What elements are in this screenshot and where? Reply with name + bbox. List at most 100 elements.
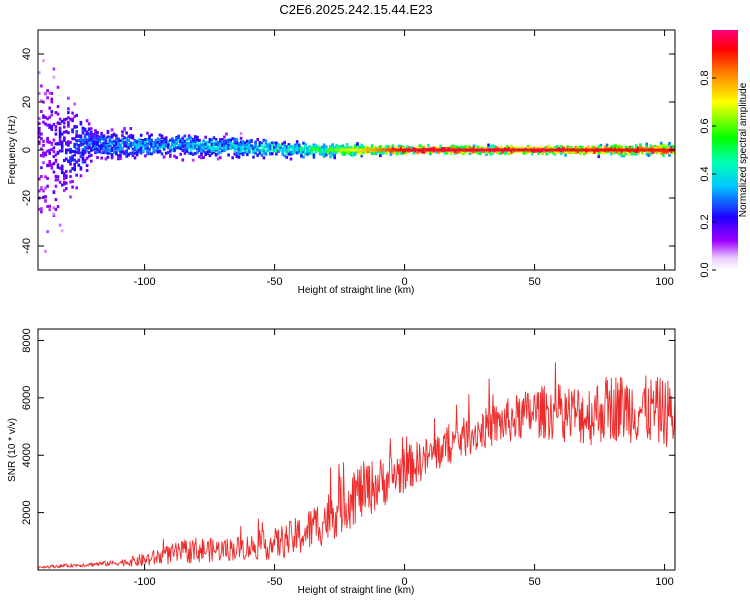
x-tick-label: 100 bbox=[655, 276, 673, 288]
spectrogram-cell bbox=[67, 97, 70, 100]
spectrogram-cell bbox=[88, 122, 91, 125]
spectrogram-cell bbox=[271, 152, 274, 155]
x-tick-label: -50 bbox=[267, 276, 283, 288]
spectrogram-cell bbox=[40, 110, 43, 113]
spectrogram-cell bbox=[115, 134, 118, 137]
spectrogram-cell bbox=[48, 205, 51, 208]
spectrogram-cell bbox=[254, 141, 257, 144]
spectrogram-cell bbox=[80, 123, 83, 126]
spectrogram-cell bbox=[65, 176, 68, 179]
spectrogram-cell bbox=[668, 142, 671, 145]
spectrogram-cell bbox=[48, 152, 51, 155]
spectrogram-cell bbox=[179, 153, 182, 156]
colorbar-label: Normalized spectral amplitude bbox=[738, 82, 749, 217]
spectrogram-cell bbox=[51, 92, 54, 95]
spectrogram-cell bbox=[130, 127, 133, 130]
spectrogram-cell bbox=[231, 156, 234, 159]
spectrogram-cell bbox=[175, 156, 178, 159]
spectrogram-cell bbox=[263, 156, 266, 159]
figure: C2E6.2025.242.15.44.E23 -100 -50 0 50 100 -4… bbox=[0, 0, 750, 600]
y-tick-label: -40 bbox=[21, 238, 33, 254]
spectrogram-cell bbox=[446, 152, 449, 155]
spectrogram-cell bbox=[86, 164, 89, 167]
spectrogram-cell bbox=[69, 175, 72, 178]
spectrogram-cell bbox=[75, 125, 78, 128]
snr-y-label: SNR (10 * v/v) bbox=[7, 418, 18, 482]
spectrogram-cell bbox=[69, 195, 72, 198]
spectrogram-cell bbox=[67, 125, 70, 128]
spectrogram-cell bbox=[42, 144, 45, 147]
spectrogram-cell bbox=[564, 154, 567, 157]
spectrogram-cell bbox=[598, 155, 601, 158]
spectrogram-cell bbox=[80, 166, 83, 169]
spectrogram-cell bbox=[248, 151, 251, 154]
spectrogram-cell bbox=[75, 174, 78, 177]
spectrogram-cell bbox=[61, 142, 64, 145]
spectrogram-cell bbox=[86, 119, 89, 122]
colorbar-tick-label: 0.8 bbox=[699, 70, 711, 85]
spectrogram-cell bbox=[165, 136, 168, 139]
spectrogram-cell bbox=[40, 207, 43, 210]
spectrogram-cell bbox=[69, 163, 72, 166]
spectrogram-cell bbox=[169, 154, 172, 157]
spectrogram-cell bbox=[51, 113, 54, 116]
spectrogram-cell bbox=[65, 182, 68, 185]
spectrogram-cell bbox=[250, 139, 253, 142]
snr-x-label: Height of straight line (km) bbox=[298, 585, 415, 596]
spectrogram-cell bbox=[44, 195, 47, 198]
spectrogram-cell bbox=[40, 186, 43, 189]
spectrogram-cell bbox=[86, 169, 89, 172]
spectrogram-cell bbox=[302, 156, 305, 159]
spectrogram-cell bbox=[71, 186, 74, 189]
spectrogram-cell bbox=[53, 68, 56, 71]
spectrogram-cell bbox=[78, 159, 81, 162]
spectrogram-cell bbox=[40, 210, 43, 213]
spectrogram-cell bbox=[240, 137, 243, 140]
spectrogram-cell bbox=[40, 85, 43, 88]
spectrogram-cell bbox=[668, 154, 671, 157]
x-tick-label: -100 bbox=[134, 276, 156, 288]
x-tick-label: -100 bbox=[134, 576, 156, 588]
spectrogram-cell bbox=[48, 107, 51, 110]
spectrogram-cell bbox=[55, 133, 58, 136]
spectrogram-cell bbox=[73, 103, 76, 106]
colorbar-tick-label: 0.2 bbox=[699, 214, 711, 229]
spectrogram-cell bbox=[146, 132, 149, 135]
x-tick-label: 50 bbox=[528, 276, 540, 288]
spectrogram-cell bbox=[53, 213, 56, 216]
spectrogram-cell bbox=[55, 198, 58, 201]
spectrogram-cell bbox=[75, 130, 78, 133]
colorbar-tick-label: 0.4 bbox=[699, 166, 711, 181]
spectrogram-cell bbox=[204, 136, 207, 139]
spectrogram-cell bbox=[69, 141, 72, 144]
spectrogram-cell bbox=[333, 154, 336, 157]
spectrogram-cell bbox=[148, 149, 151, 152]
spectrogram-cell bbox=[48, 160, 51, 163]
spectrogram-cell bbox=[57, 113, 60, 116]
spectrogram-cell bbox=[57, 175, 60, 178]
spectrogram-cell bbox=[645, 143, 648, 146]
spectrogram-cell bbox=[313, 154, 316, 157]
spectrogram-cell bbox=[51, 98, 54, 101]
colorbar-tick-label: 0.0 bbox=[699, 262, 711, 277]
spectrogram-cell bbox=[73, 154, 76, 157]
spectrogram-cell bbox=[134, 156, 137, 159]
spectrogram-cell bbox=[51, 128, 54, 131]
spectrogram-cell bbox=[238, 156, 241, 159]
spectrogram-cell bbox=[78, 148, 81, 151]
spectrogram-cell bbox=[46, 96, 49, 99]
spectrogram-cell bbox=[65, 187, 68, 190]
spectrogram-cell bbox=[55, 185, 58, 188]
spectrogram-cell bbox=[105, 140, 108, 143]
spectrogram-cell bbox=[44, 92, 47, 95]
spectrogram-cell bbox=[177, 135, 180, 138]
spectrogram-cell bbox=[240, 132, 243, 135]
spectrogram-cell bbox=[53, 146, 56, 149]
spectrogram-cell bbox=[69, 170, 72, 173]
spectrogram-cell bbox=[53, 171, 56, 174]
spectrogram-cell bbox=[125, 132, 128, 135]
spectrogram-cell bbox=[67, 131, 70, 134]
y-tick-label: 0 bbox=[21, 147, 33, 153]
spectrogram-cell bbox=[57, 205, 60, 208]
spectrogram-y-label: Frequency (Hz) bbox=[7, 116, 18, 185]
